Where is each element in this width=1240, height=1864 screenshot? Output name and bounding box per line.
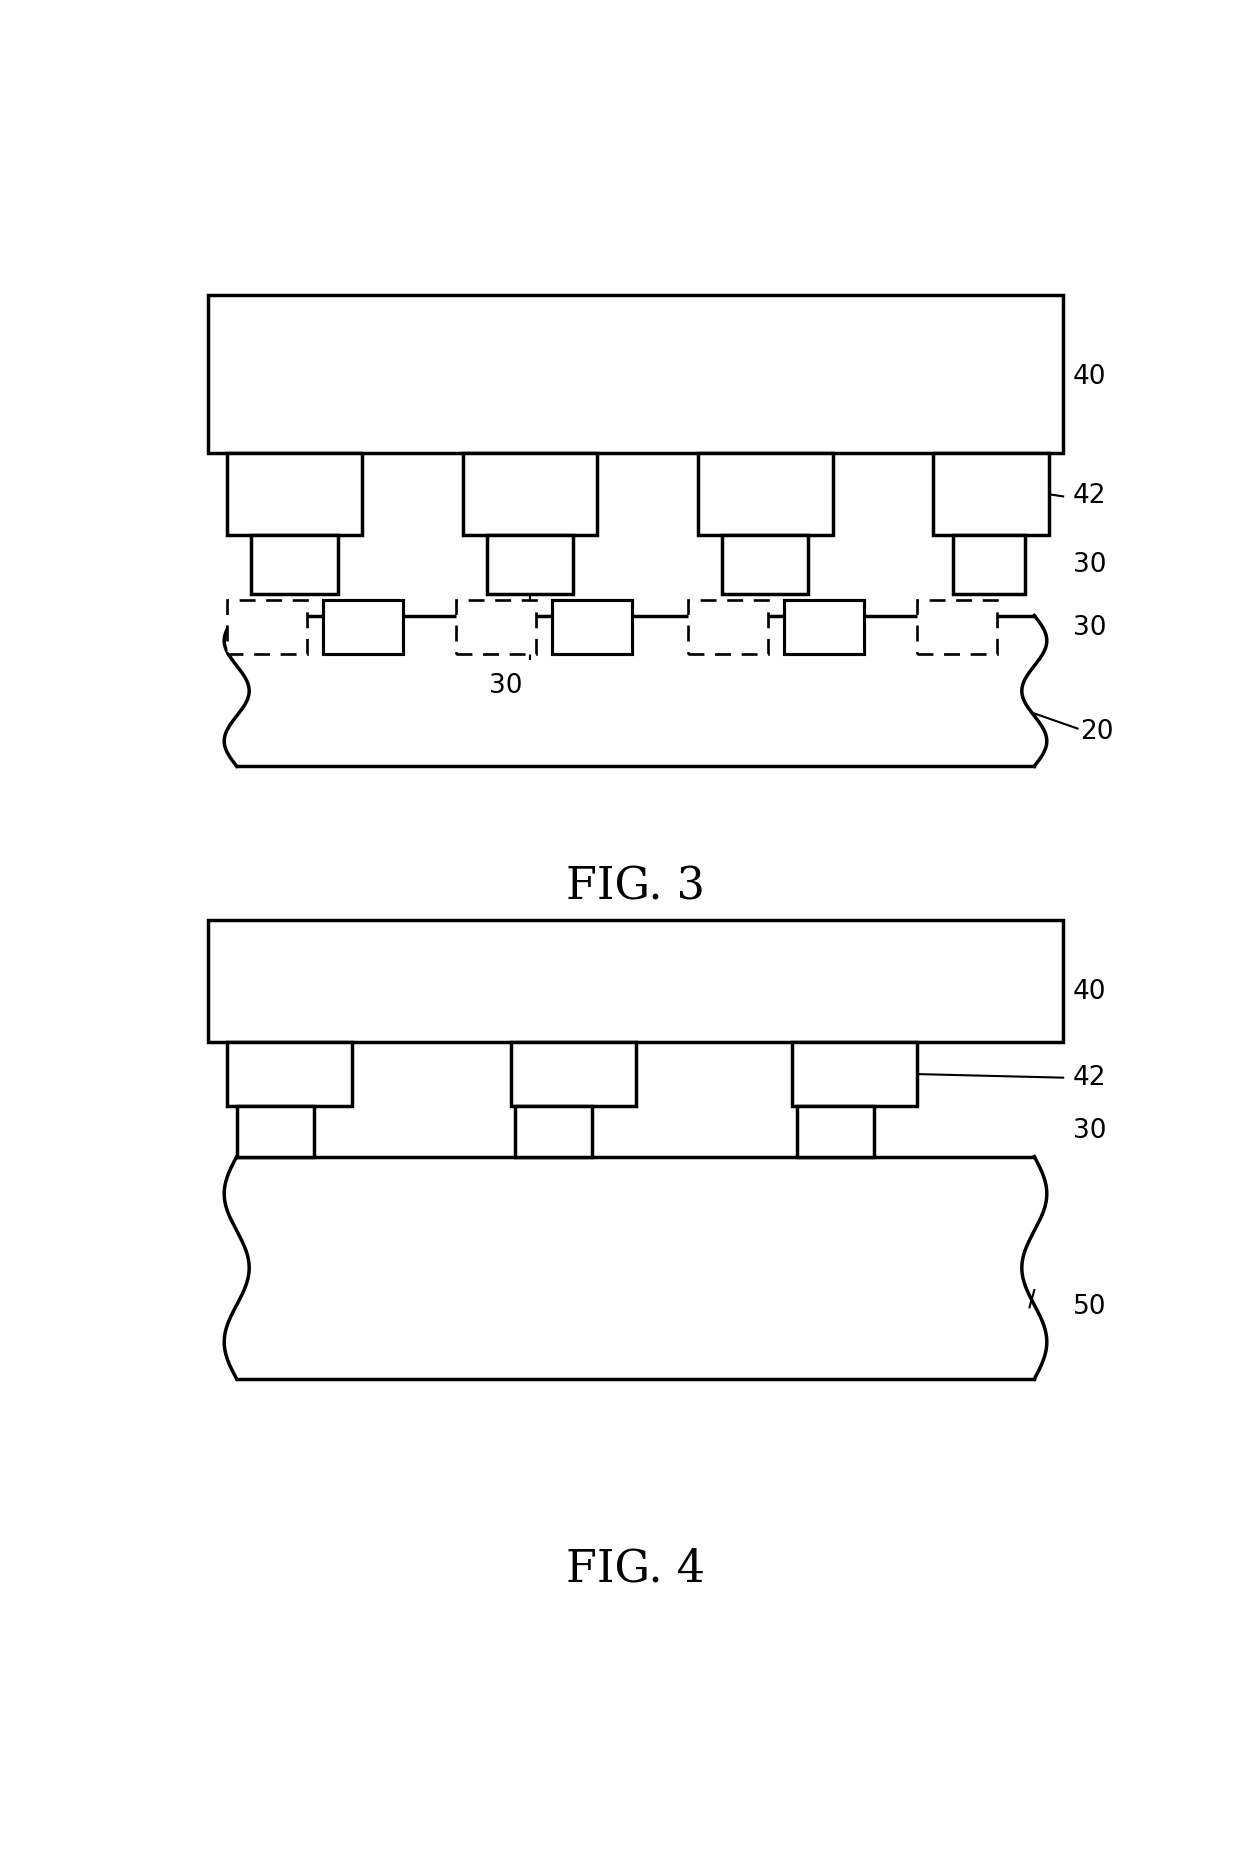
Bar — [227, 453, 362, 535]
Bar — [208, 919, 1063, 1042]
Bar — [797, 1107, 874, 1156]
Text: FIG. 3: FIG. 3 — [567, 865, 704, 908]
Bar — [227, 1042, 352, 1107]
Bar — [237, 1107, 314, 1156]
Bar — [785, 600, 864, 654]
Bar — [934, 453, 1049, 535]
Bar — [227, 600, 306, 654]
Bar — [486, 535, 573, 595]
Bar — [208, 296, 1063, 453]
Text: 42: 42 — [1073, 1064, 1106, 1090]
Bar — [552, 600, 631, 654]
Bar — [463, 453, 596, 535]
Text: FIG. 4: FIG. 4 — [565, 1547, 706, 1590]
Bar — [792, 1042, 918, 1107]
Text: 20: 20 — [1080, 718, 1114, 744]
Text: 30: 30 — [1073, 615, 1106, 641]
Text: 50: 50 — [1073, 1294, 1106, 1320]
Bar — [324, 600, 403, 654]
Bar — [688, 600, 768, 654]
Bar — [511, 1042, 635, 1107]
Text: 40: 40 — [1073, 363, 1106, 390]
Text: 42: 42 — [1073, 483, 1106, 509]
Bar — [722, 535, 808, 595]
Text: 30: 30 — [489, 673, 522, 699]
Bar — [516, 1107, 593, 1156]
Text: 40: 40 — [1073, 979, 1106, 1005]
Bar — [918, 600, 997, 654]
Bar — [952, 535, 1024, 595]
Text: 30: 30 — [1073, 1118, 1106, 1144]
Text: 30: 30 — [1073, 552, 1106, 578]
Bar — [250, 535, 337, 595]
Bar — [456, 600, 536, 654]
Bar — [698, 453, 832, 535]
